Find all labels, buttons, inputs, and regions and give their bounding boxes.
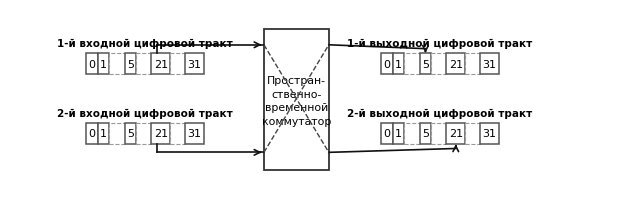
Text: 1-й выходной цифровой тракт: 1-й выходной цифровой тракт (347, 38, 533, 48)
Bar (110, 123, 125, 144)
Bar (480, 123, 499, 144)
Bar (86, 54, 98, 75)
Text: 1: 1 (100, 129, 107, 139)
Text: 0: 0 (89, 59, 95, 69)
Bar (420, 123, 432, 144)
Bar (110, 54, 125, 75)
Text: 21: 21 (449, 129, 463, 139)
Bar (170, 54, 185, 75)
Bar (381, 123, 393, 144)
Bar (125, 123, 136, 144)
Text: 2-й входной цифровой тракт: 2-й входной цифровой тракт (57, 108, 233, 118)
Text: 5: 5 (422, 129, 429, 139)
Bar (185, 54, 204, 75)
Text: Простран-
ственно-
временной
коммутатор: Простран- ственно- временной коммутатор (262, 76, 331, 126)
Bar (98, 123, 110, 144)
Text: 1: 1 (100, 59, 107, 69)
Bar (151, 123, 170, 144)
Text: 0: 0 (384, 59, 391, 69)
Bar (151, 54, 170, 75)
Bar (136, 54, 151, 75)
Bar (264, 30, 329, 170)
Bar (404, 54, 420, 75)
Text: 0: 0 (89, 129, 95, 139)
Text: 31: 31 (187, 59, 202, 69)
Bar (98, 54, 110, 75)
Bar (432, 123, 446, 144)
Bar (170, 123, 185, 144)
Bar (432, 54, 446, 75)
Text: 31: 31 (482, 129, 497, 139)
Text: 21: 21 (154, 129, 168, 139)
Text: 21: 21 (154, 59, 168, 69)
Bar (480, 54, 499, 75)
Bar (393, 123, 404, 144)
Text: 31: 31 (482, 59, 497, 69)
Text: 1: 1 (395, 129, 402, 139)
Text: 2-й выходной цифровой тракт: 2-й выходной цифровой тракт (347, 108, 533, 118)
Text: 1: 1 (395, 59, 402, 69)
Bar (465, 54, 480, 75)
Bar (420, 54, 432, 75)
Text: 5: 5 (422, 59, 429, 69)
Bar (465, 123, 480, 144)
Bar (446, 54, 465, 75)
Bar (136, 123, 151, 144)
Bar (381, 54, 393, 75)
Bar (86, 123, 98, 144)
Bar (125, 54, 136, 75)
Text: 21: 21 (449, 59, 463, 69)
Text: 31: 31 (187, 129, 202, 139)
Text: 5: 5 (127, 59, 134, 69)
Text: 5: 5 (127, 129, 134, 139)
Text: 0: 0 (384, 129, 391, 139)
Bar (185, 123, 204, 144)
Bar (446, 123, 465, 144)
Bar (393, 54, 404, 75)
Text: 1-й входной цифровой тракт: 1-й входной цифровой тракт (57, 38, 233, 48)
Bar (404, 123, 420, 144)
